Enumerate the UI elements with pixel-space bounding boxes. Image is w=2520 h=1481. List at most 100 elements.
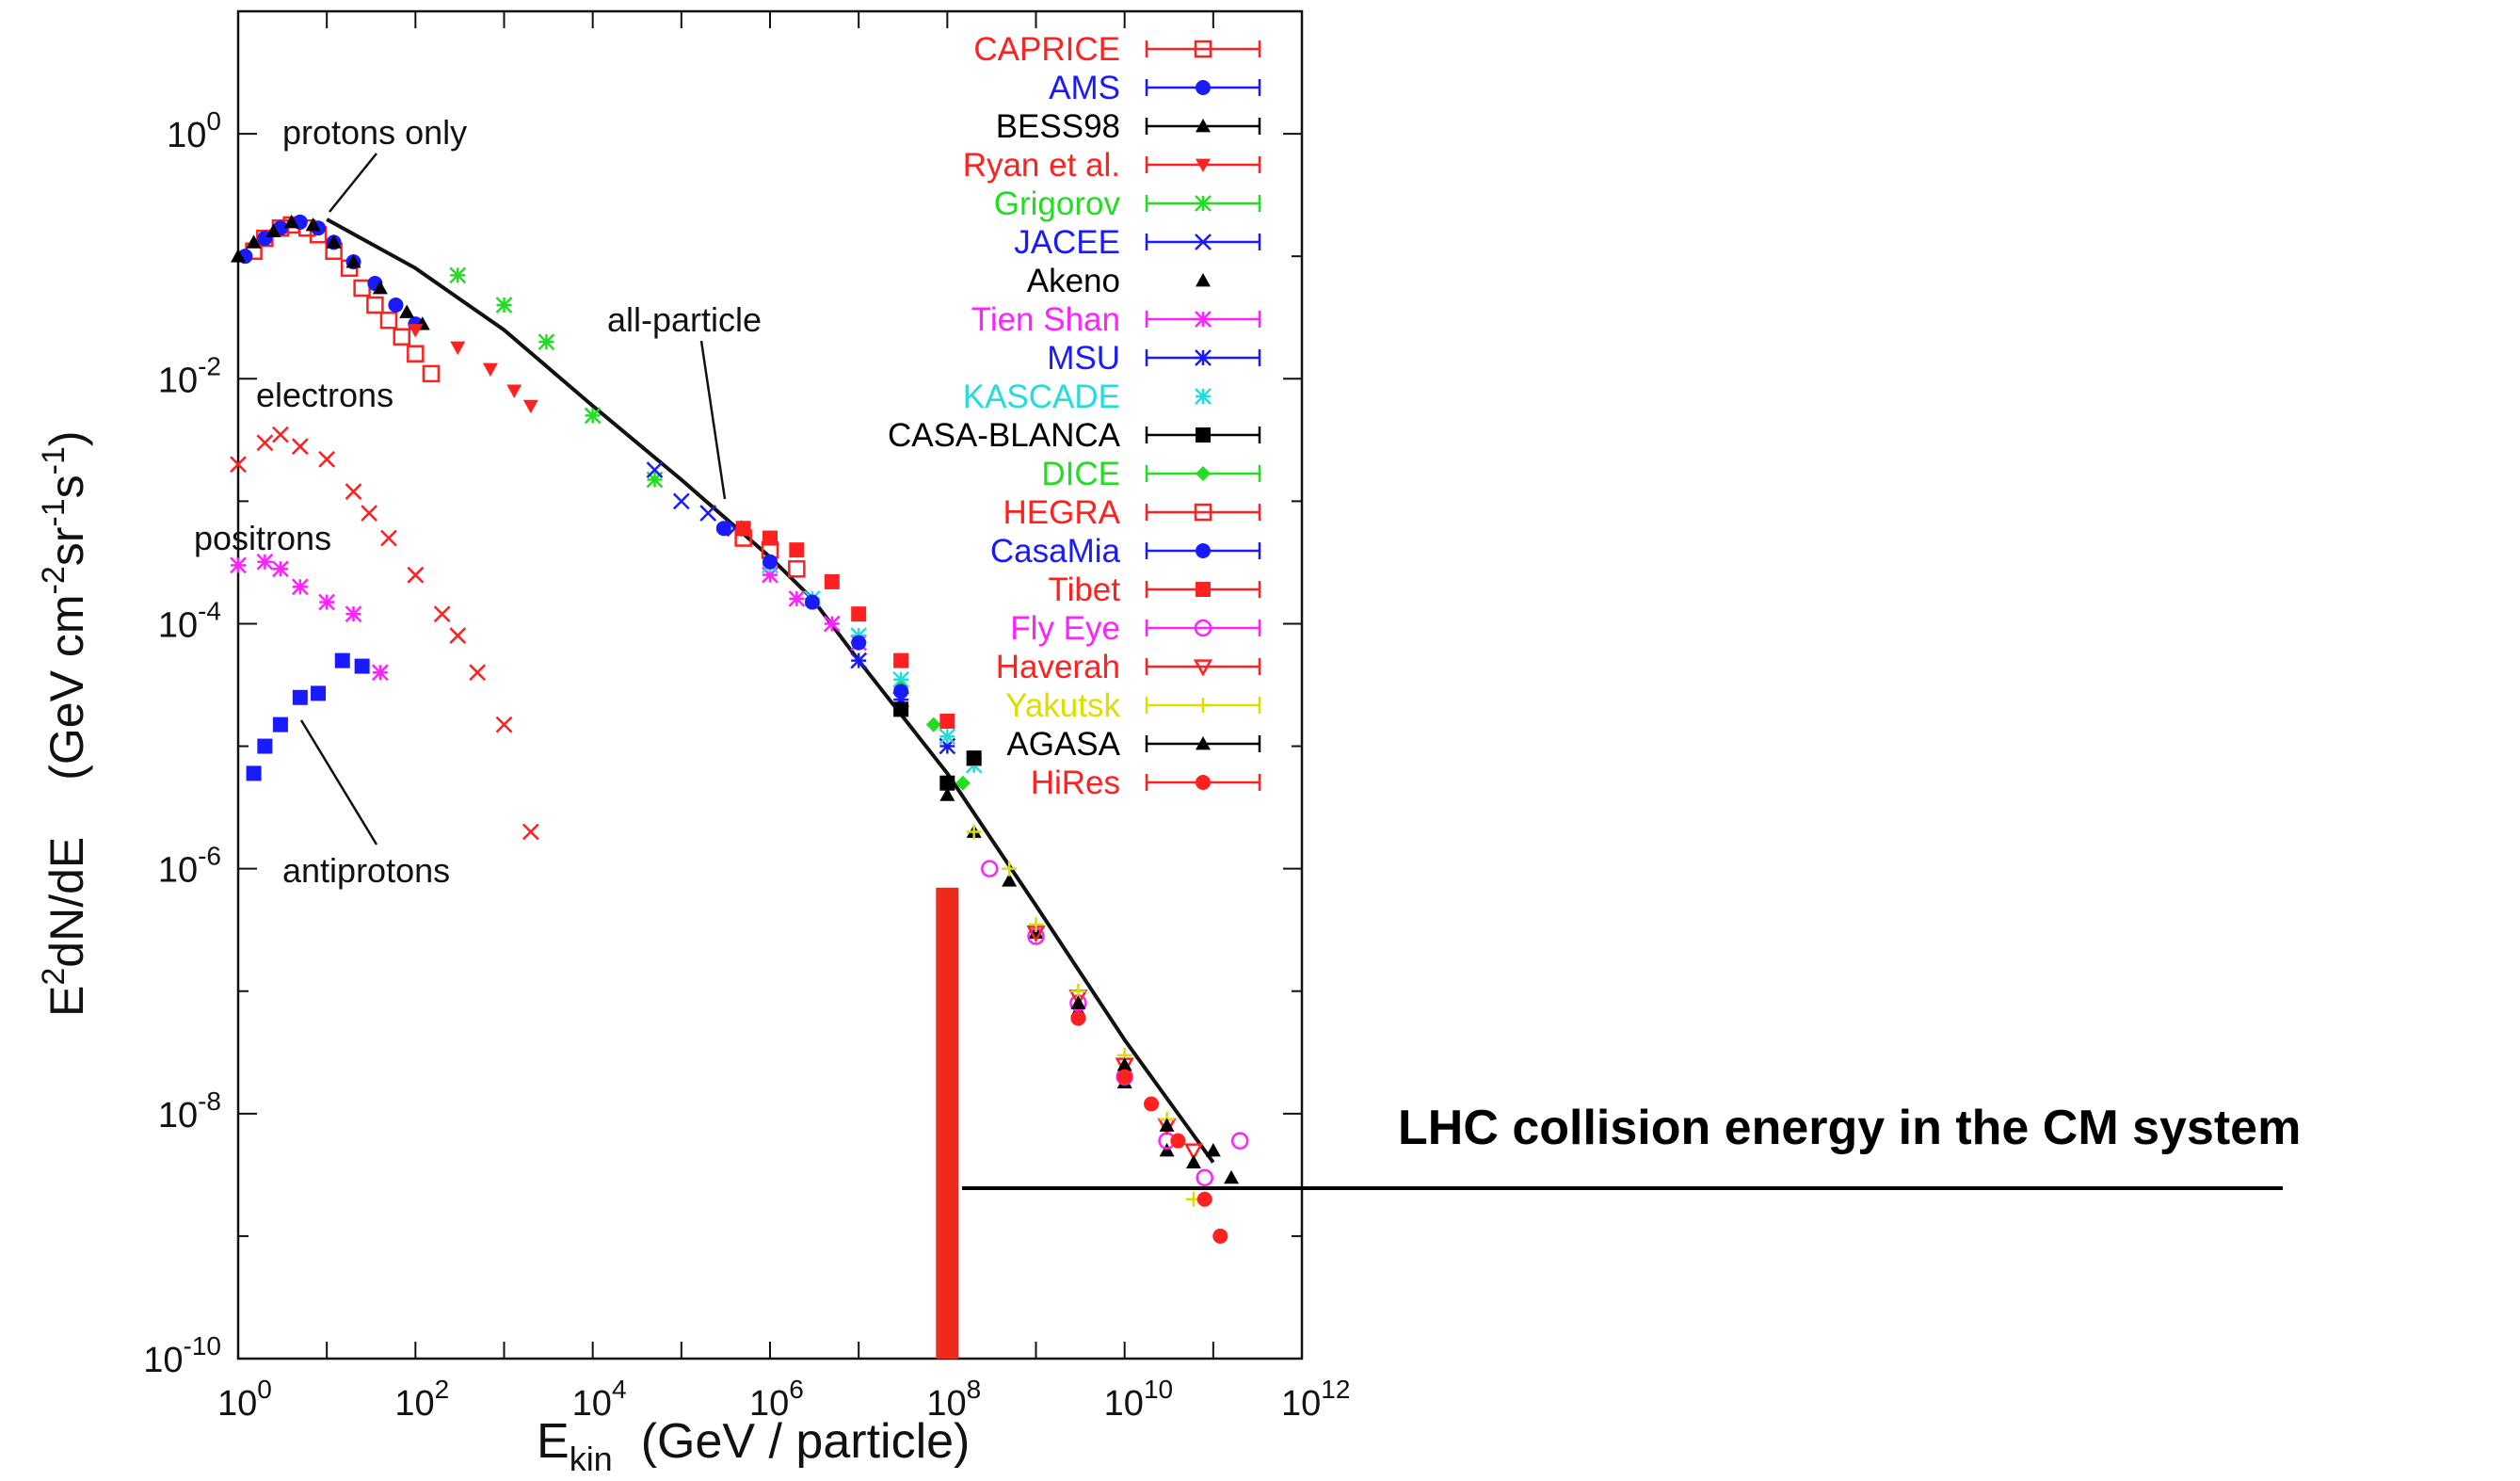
series-jacee	[646, 461, 744, 538]
data-point	[538, 333, 555, 350]
legend-entry: JACEE	[1014, 224, 1261, 261]
legend-marker	[1196, 427, 1211, 443]
data-point	[256, 434, 274, 452]
x-tick-label: 104	[572, 1375, 627, 1424]
data-point	[1230, 1132, 1249, 1150]
data-point	[804, 594, 820, 610]
data-point	[482, 362, 498, 377]
legend-marker	[1195, 388, 1212, 405]
data-point	[345, 254, 361, 268]
data-point	[326, 234, 342, 249]
x-axis-label: Ekin (GeV / particle)	[537, 1414, 970, 1478]
data-point	[318, 593, 336, 611]
legend-label: Ryan et al.	[963, 147, 1120, 184]
legend-entry: Haverah	[996, 649, 1261, 685]
data-point	[399, 304, 415, 318]
legend-marker	[1195, 349, 1212, 366]
legend-marker	[1196, 158, 1211, 172]
data-point	[283, 214, 299, 229]
series-tibet	[735, 521, 955, 729]
y-tick-label: 10-10	[143, 1331, 221, 1380]
data-point	[966, 824, 982, 840]
annotation-arrow	[699, 340, 727, 500]
plot-frame	[236, 9, 1304, 1360]
all-particle-curve	[326, 217, 1215, 1164]
data-point	[893, 701, 909, 717]
legend-entry: Fly Eye	[1010, 610, 1261, 647]
series-electrons	[230, 426, 539, 841]
series-antiprotons	[246, 652, 370, 781]
data-point	[893, 652, 909, 668]
data-point	[1116, 1057, 1132, 1071]
legend-label: DICE	[1041, 456, 1120, 492]
legend-marker	[1194, 619, 1212, 637]
data-point	[311, 685, 327, 701]
data-point	[231, 249, 246, 263]
data-point	[939, 787, 955, 801]
legend-marker	[1196, 736, 1211, 750]
legend-marker	[1195, 311, 1212, 328]
legend-entry: MSU	[1047, 340, 1261, 377]
legend-entry: HiRes	[1031, 765, 1261, 801]
data-point	[1144, 1096, 1160, 1112]
legend-label: Haverah	[996, 649, 1120, 685]
data-point	[305, 217, 321, 232]
legend-entry: AMS	[1049, 70, 1261, 106]
legend-label: AGASA	[1006, 726, 1120, 763]
legend-label: Tien Shan	[971, 301, 1120, 338]
legend-label: HiRes	[1031, 765, 1120, 801]
legend-label: MSU	[1047, 340, 1120, 377]
legend-marker	[1196, 119, 1211, 133]
data-point	[1002, 873, 1018, 887]
annotation-label: antiprotons	[282, 851, 450, 890]
data-point	[699, 505, 717, 522]
data-point	[892, 670, 909, 688]
x-tick-label: 1010	[1104, 1375, 1173, 1424]
annotation-arrow	[299, 719, 378, 845]
data-point	[672, 492, 690, 510]
series-msu	[850, 652, 956, 755]
data-point	[230, 556, 247, 574]
series-hires	[1070, 1010, 1228, 1244]
legend-marker	[1193, 659, 1213, 677]
data-point	[246, 234, 262, 249]
data-point	[892, 691, 909, 708]
data-point	[257, 738, 273, 754]
data-point	[522, 399, 538, 414]
data-point	[449, 627, 467, 644]
data-point	[1185, 1154, 1201, 1168]
legend-label: Akeno	[1027, 263, 1120, 299]
data-point	[433, 605, 451, 623]
data-point	[1116, 1069, 1132, 1085]
data-point	[354, 658, 370, 674]
data-point	[334, 652, 350, 668]
x-tick-label: 1012	[1281, 1375, 1350, 1424]
data-point	[372, 280, 388, 295]
series-ryan-et-al-	[408, 324, 538, 414]
legend-label: CasaMia	[990, 533, 1121, 570]
data-point	[1196, 1191, 1212, 1207]
series-bess98	[231, 214, 430, 330]
data-point	[823, 615, 841, 633]
data-point	[646, 471, 664, 489]
legend-entry: Tien Shan	[971, 301, 1261, 338]
all-particle-line	[326, 217, 1215, 1164]
data-point	[981, 860, 999, 877]
data-point	[345, 483, 362, 500]
data-point	[449, 266, 467, 284]
data-point	[1070, 1010, 1086, 1026]
data-point	[272, 426, 289, 443]
legend-entry: KASCADE	[963, 378, 1212, 415]
annotation-label: protons only	[282, 113, 467, 152]
data-point	[925, 716, 941, 732]
series-caprice	[245, 216, 441, 383]
lhc-energy-label: LHC collision energy in the CM system	[1398, 1101, 2301, 1155]
data-point	[272, 560, 289, 578]
y-tick-label: 10-4	[158, 596, 221, 645]
data-point	[522, 823, 539, 841]
data-point	[850, 652, 868, 669]
data-point	[1224, 1169, 1240, 1184]
annotation-label: all-particle	[607, 300, 762, 339]
series-casa-blanca	[893, 701, 982, 791]
